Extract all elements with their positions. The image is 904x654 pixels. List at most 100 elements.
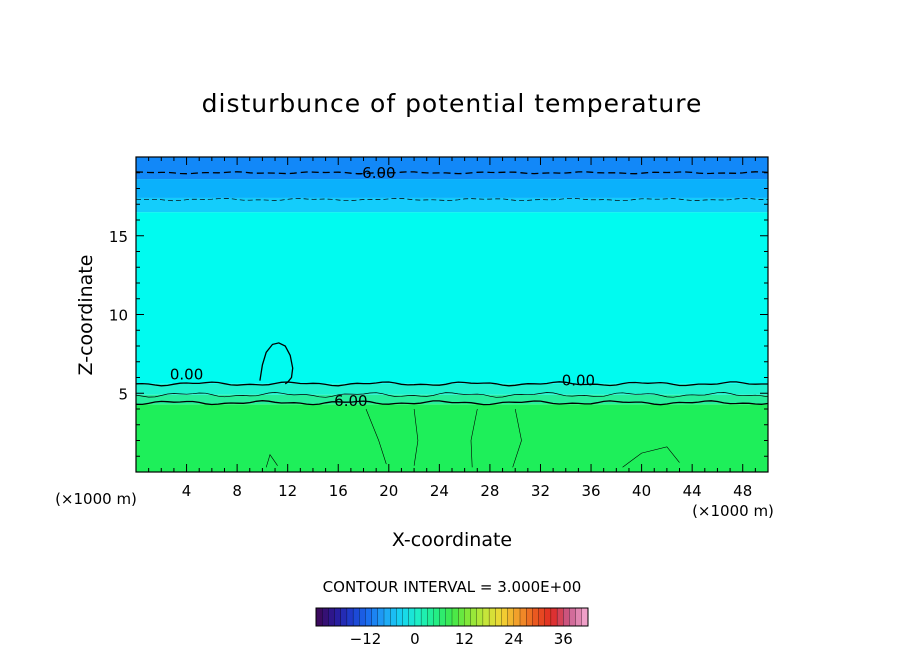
x-tick-label: 8 xyxy=(232,482,242,500)
colorbar-swatch xyxy=(359,607,366,627)
contour-line xyxy=(259,342,294,385)
colorbar-tick-label: −12 xyxy=(350,630,382,648)
contour-line xyxy=(265,454,278,468)
chart-title: disturbunce of potential temperature xyxy=(202,89,703,118)
x-tick-label: 24 xyxy=(430,482,449,500)
x-tick-label: 12 xyxy=(278,482,297,500)
colorbar-swatch xyxy=(563,607,570,627)
colorbar: −12 0 12 24 36 xyxy=(315,607,589,648)
colorbar-swatch xyxy=(340,607,348,627)
contour-labels: -6.00 0.00 0.00 6.00 xyxy=(170,164,595,410)
temperature-band xyxy=(136,179,768,198)
colorbar-swatch xyxy=(322,607,329,627)
colorbar-swatch xyxy=(433,607,441,627)
x-unit-right: (×1000 m) xyxy=(692,502,774,520)
colorbar-tick-label: 36 xyxy=(554,630,573,648)
contour-line xyxy=(135,381,768,387)
colorbar-swatch xyxy=(408,607,416,627)
temperature-bands xyxy=(136,157,768,472)
colorbar-swatch xyxy=(544,607,552,627)
y-tick-label: 10 xyxy=(109,307,128,325)
colorbar-swatch xyxy=(439,607,447,627)
colorbar-tick-label: 0 xyxy=(410,630,420,648)
y-tick-label: 15 xyxy=(109,228,128,246)
x-tick-label: 48 xyxy=(733,482,752,500)
contour-label: 6.00 xyxy=(334,392,367,410)
colorbar-swatch xyxy=(371,607,379,627)
x-tick-label: 32 xyxy=(531,482,550,500)
colorbar-swatch xyxy=(569,607,577,627)
colorbar-swatch xyxy=(377,607,385,627)
colorbar-swatch xyxy=(352,607,360,627)
colorbar-swatch xyxy=(414,607,422,627)
colorbar-frame xyxy=(315,607,589,627)
x-unit-left: (×1000 m) xyxy=(55,490,137,508)
contour-line xyxy=(135,392,769,398)
temperature-band xyxy=(136,394,768,405)
temperature-band xyxy=(136,383,768,395)
x-tick-label: 4 xyxy=(182,482,192,500)
colorbar-swatch xyxy=(451,607,459,627)
contour-line xyxy=(512,408,522,468)
colorbar-swatch xyxy=(346,607,354,627)
contour-line xyxy=(622,446,680,468)
colorbar-swatch xyxy=(464,607,471,627)
colorbar-swatch xyxy=(470,607,478,627)
y-axis: 5 10 15 xyxy=(109,156,768,473)
colorbar-swatch xyxy=(390,607,397,627)
contour-interval-label: CONTOUR INTERVAL = 3.000E+00 xyxy=(323,578,582,596)
contour-label: 0.00 xyxy=(562,372,595,390)
x-axis-label: X-coordinate xyxy=(392,529,512,551)
x-tick-label: 28 xyxy=(480,482,499,500)
colorbar-swatch xyxy=(365,607,373,627)
contour-line xyxy=(135,400,769,406)
x-tick-label: 16 xyxy=(329,482,348,500)
temperature-band xyxy=(136,404,768,472)
colorbar-swatch xyxy=(501,607,509,627)
colorbar-tick-label: 24 xyxy=(504,630,523,648)
colorbar-swatch xyxy=(383,607,391,627)
contour-line xyxy=(365,408,387,465)
colorbar-swatch xyxy=(328,607,335,627)
colorbar-swatch xyxy=(538,607,546,627)
colorbar-swatch xyxy=(495,607,502,627)
colorbar-swatch xyxy=(334,607,342,627)
colorbar-swatch xyxy=(513,607,521,627)
x-tick-label: 36 xyxy=(581,482,600,500)
colorbar-tick-label: 12 xyxy=(455,630,474,648)
colorbar-swatch xyxy=(476,607,484,627)
contour-label: -6.00 xyxy=(357,164,396,182)
colorbar-swatch xyxy=(488,607,496,627)
y-axis-label: Z-coordinate xyxy=(75,255,97,376)
colorbar-swatch xyxy=(458,607,465,627)
colorbar-swatch xyxy=(581,607,589,627)
y-tick-label: 5 xyxy=(118,385,128,403)
contour-line xyxy=(135,197,768,202)
colorbar-swatch xyxy=(550,607,558,627)
contour-line xyxy=(470,408,478,468)
temperature-band xyxy=(136,197,768,213)
x-tick-label: 20 xyxy=(379,482,398,500)
colorbar-swatch xyxy=(482,607,490,627)
colorbar-swatch xyxy=(507,607,515,627)
colorbar-swatch xyxy=(556,607,564,627)
contour-label: 0.00 xyxy=(170,365,203,383)
colorbar-swatch xyxy=(526,607,533,627)
contour-line xyxy=(413,408,419,466)
colorbar-swatch xyxy=(519,607,527,627)
colorbar-swatch xyxy=(315,607,323,627)
contour-lines xyxy=(135,171,769,468)
colorbar-swatch xyxy=(402,607,410,627)
colorbar-swatch xyxy=(396,607,403,627)
colorbar-swatch xyxy=(532,607,539,627)
contour-line xyxy=(135,171,769,175)
x-axis: 4 8 12 16 20 24 28 32 36 40 44 48 xyxy=(135,157,769,500)
colorbar-swatch xyxy=(420,607,428,627)
colorbar-swatch xyxy=(427,607,434,627)
x-tick-label: 44 xyxy=(683,482,702,500)
colorbar-swatch xyxy=(575,607,583,627)
colorbar-swatch xyxy=(445,607,453,627)
temperature-band xyxy=(136,212,768,384)
x-tick-label: 40 xyxy=(632,482,651,500)
